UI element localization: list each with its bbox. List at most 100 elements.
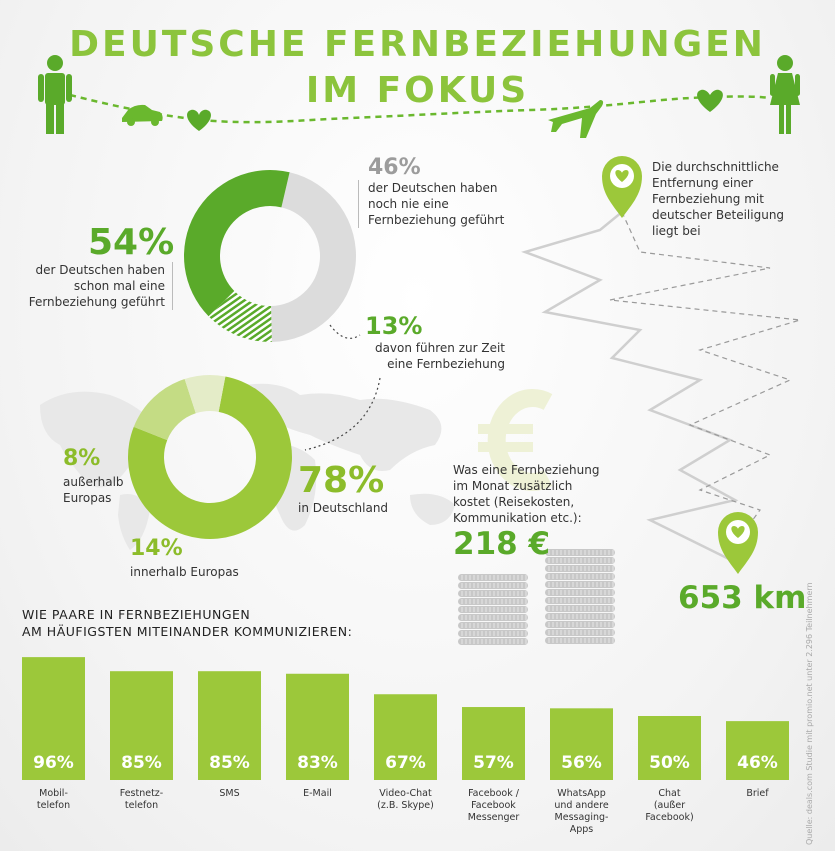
header-illustration (38, 55, 800, 138)
never-pct: 46% (368, 155, 421, 180)
plane-icon (548, 100, 604, 138)
outside-text-line: außerhalb (63, 475, 124, 489)
bar-category-label: E-Mail (303, 788, 332, 799)
bar-4 (374, 694, 437, 780)
bar-category-label: Brief (746, 788, 769, 799)
de-text: in Deutschland (298, 501, 389, 515)
never-text-line: Fernbeziehung geführt (368, 213, 505, 227)
inside-pct: 14% (130, 536, 183, 561)
inside-text: innerhalb Europas (130, 565, 239, 579)
bar-chart-title-line: WIE PAARE IN FERNBEZIEHUNGEN (22, 607, 251, 622)
bar-category-label: telefon (37, 800, 70, 811)
ever-text-line: Fernbeziehung geführt (28, 295, 165, 309)
bar-category-label: Video-Chat (379, 788, 432, 799)
bar-value-label: 85% (121, 753, 162, 773)
never-text: der Deutschen haben noch nie eine Fernbe… (368, 180, 504, 228)
bar-1 (110, 671, 173, 780)
outside-pct: 8% (63, 446, 101, 471)
coin-stack-icon (458, 574, 528, 645)
current-text-line: davon führen zur Zeit (374, 341, 505, 355)
bar-7 (638, 716, 701, 780)
bar-chart-communication: 96% Mobil-telefon 85% Festnetz-telefon 85% SM… (22, 657, 789, 835)
cost-text: Was eine Fernbeziehung im Monat zusätzli… (453, 462, 599, 526)
ever-pct: 54% (88, 222, 175, 263)
donut-slice-europe (133, 379, 196, 441)
bar-2 (198, 671, 261, 780)
never-text-line: der Deutschen haben (368, 181, 498, 195)
heart-icon (187, 109, 211, 131)
man-icon (38, 55, 72, 134)
page-title-line1: DEUTSCHE FERNBEZIEHUNGEN (69, 24, 766, 65)
cost-value: 218 € (453, 526, 551, 562)
bar-category-label: Messaging- (555, 812, 609, 823)
ever-text: der Deutschen haben schon mal eine Fernb… (20, 262, 165, 310)
cost-text-line: im Monat zusätzlich (453, 479, 573, 493)
source-note: Quelle: deals.com Studie mit promio.net … (805, 582, 814, 845)
bar-chart-title-line: AM HÄUFIGSTEN MITEINANDER KOMMUNIZIEREN: (22, 624, 353, 639)
bar-category-label: Apps (570, 824, 594, 835)
outside-text: außerhalb Europas (63, 474, 124, 506)
bar-value-label: 83% (297, 753, 338, 773)
bar-category-label: Mobil- (39, 788, 68, 799)
bar-category-label: Facebook) (645, 812, 693, 823)
heart-icon (697, 89, 723, 112)
woman-icon (770, 55, 800, 134)
bar-category-label: SMS (219, 788, 239, 799)
bar-chart-title: WIE PAARE IN FERNBEZIEHUNGEN AM HÄUFIGST… (22, 606, 352, 640)
bar-value-label: 46% (737, 753, 778, 773)
bar-category-label: Facebook (471, 800, 516, 811)
bar-8 (726, 721, 789, 780)
bar-value-label: 85% (209, 753, 250, 773)
location-pin-icon (602, 156, 642, 218)
bar-category-label: (z.B. Skype) (377, 800, 434, 811)
page-title-line2: IM FOKUS (305, 70, 530, 111)
coin-stack-icon (545, 549, 615, 644)
donut-slice-current (208, 290, 272, 342)
donut-slice-germany (127, 376, 292, 539)
donut-slice-never (271, 172, 357, 342)
bar-0 (22, 657, 85, 780)
bar-value-label: 67% (385, 753, 426, 773)
bar-category-label: Festnetz- (120, 788, 163, 799)
outside-text-line: Europas (63, 491, 112, 505)
cost-text-line: Kommunikation etc.): (453, 511, 582, 525)
location-pin-icon (718, 512, 758, 574)
de-pct: 78% (298, 460, 385, 501)
distance-text-line: Entfernung einer (652, 176, 754, 190)
distance-text-line: deutscher Beteiligung (652, 208, 785, 222)
bar-6 (550, 708, 613, 780)
current-pct: 13% (365, 312, 423, 340)
distance-text-line: liegt bei (652, 224, 701, 238)
bar-category-label: WhatsApp (557, 788, 605, 799)
distance-text-line: Die durchschnittliche (652, 160, 779, 174)
connector-line (329, 324, 361, 339)
ever-text-line: schon mal eine (73, 279, 165, 293)
euro-icon (478, 389, 553, 491)
bar-category-label: Messenger (468, 812, 520, 823)
distance-text: Die durchschnittliche Entfernung einer F… (652, 159, 784, 239)
current-text-line: eine Fernbeziehung (387, 357, 505, 371)
connector-line (304, 377, 381, 451)
distance-value: 653 km (678, 580, 807, 616)
bar-value-label: 56% (561, 753, 602, 773)
bar-category-label: und andere (554, 800, 609, 811)
bar-category-label: telefon (125, 800, 158, 811)
divider (358, 180, 359, 228)
ever-text-line: der Deutschen haben (35, 263, 165, 277)
bar-value-label: 50% (649, 753, 690, 773)
donut-slice-outside (184, 375, 226, 414)
never-text-line: noch nie eine (368, 197, 449, 211)
car-icon (122, 104, 163, 126)
bar-category-label: Chat (658, 788, 680, 799)
bar-category-label: Facebook / (468, 788, 520, 799)
current-text: davon führen zur Zeit eine Fernbeziehung (365, 340, 505, 372)
route-lines (521, 211, 801, 564)
cost-text-line: Was eine Fernbeziehung (453, 463, 600, 477)
divider (172, 262, 173, 310)
bar-value-label: 57% (473, 753, 514, 773)
bar-category-label: (außer (654, 800, 685, 811)
bar-value-label: 96% (33, 753, 74, 773)
bar-3 (286, 673, 349, 780)
distance-text-line: Fernbeziehung mit (652, 192, 764, 206)
